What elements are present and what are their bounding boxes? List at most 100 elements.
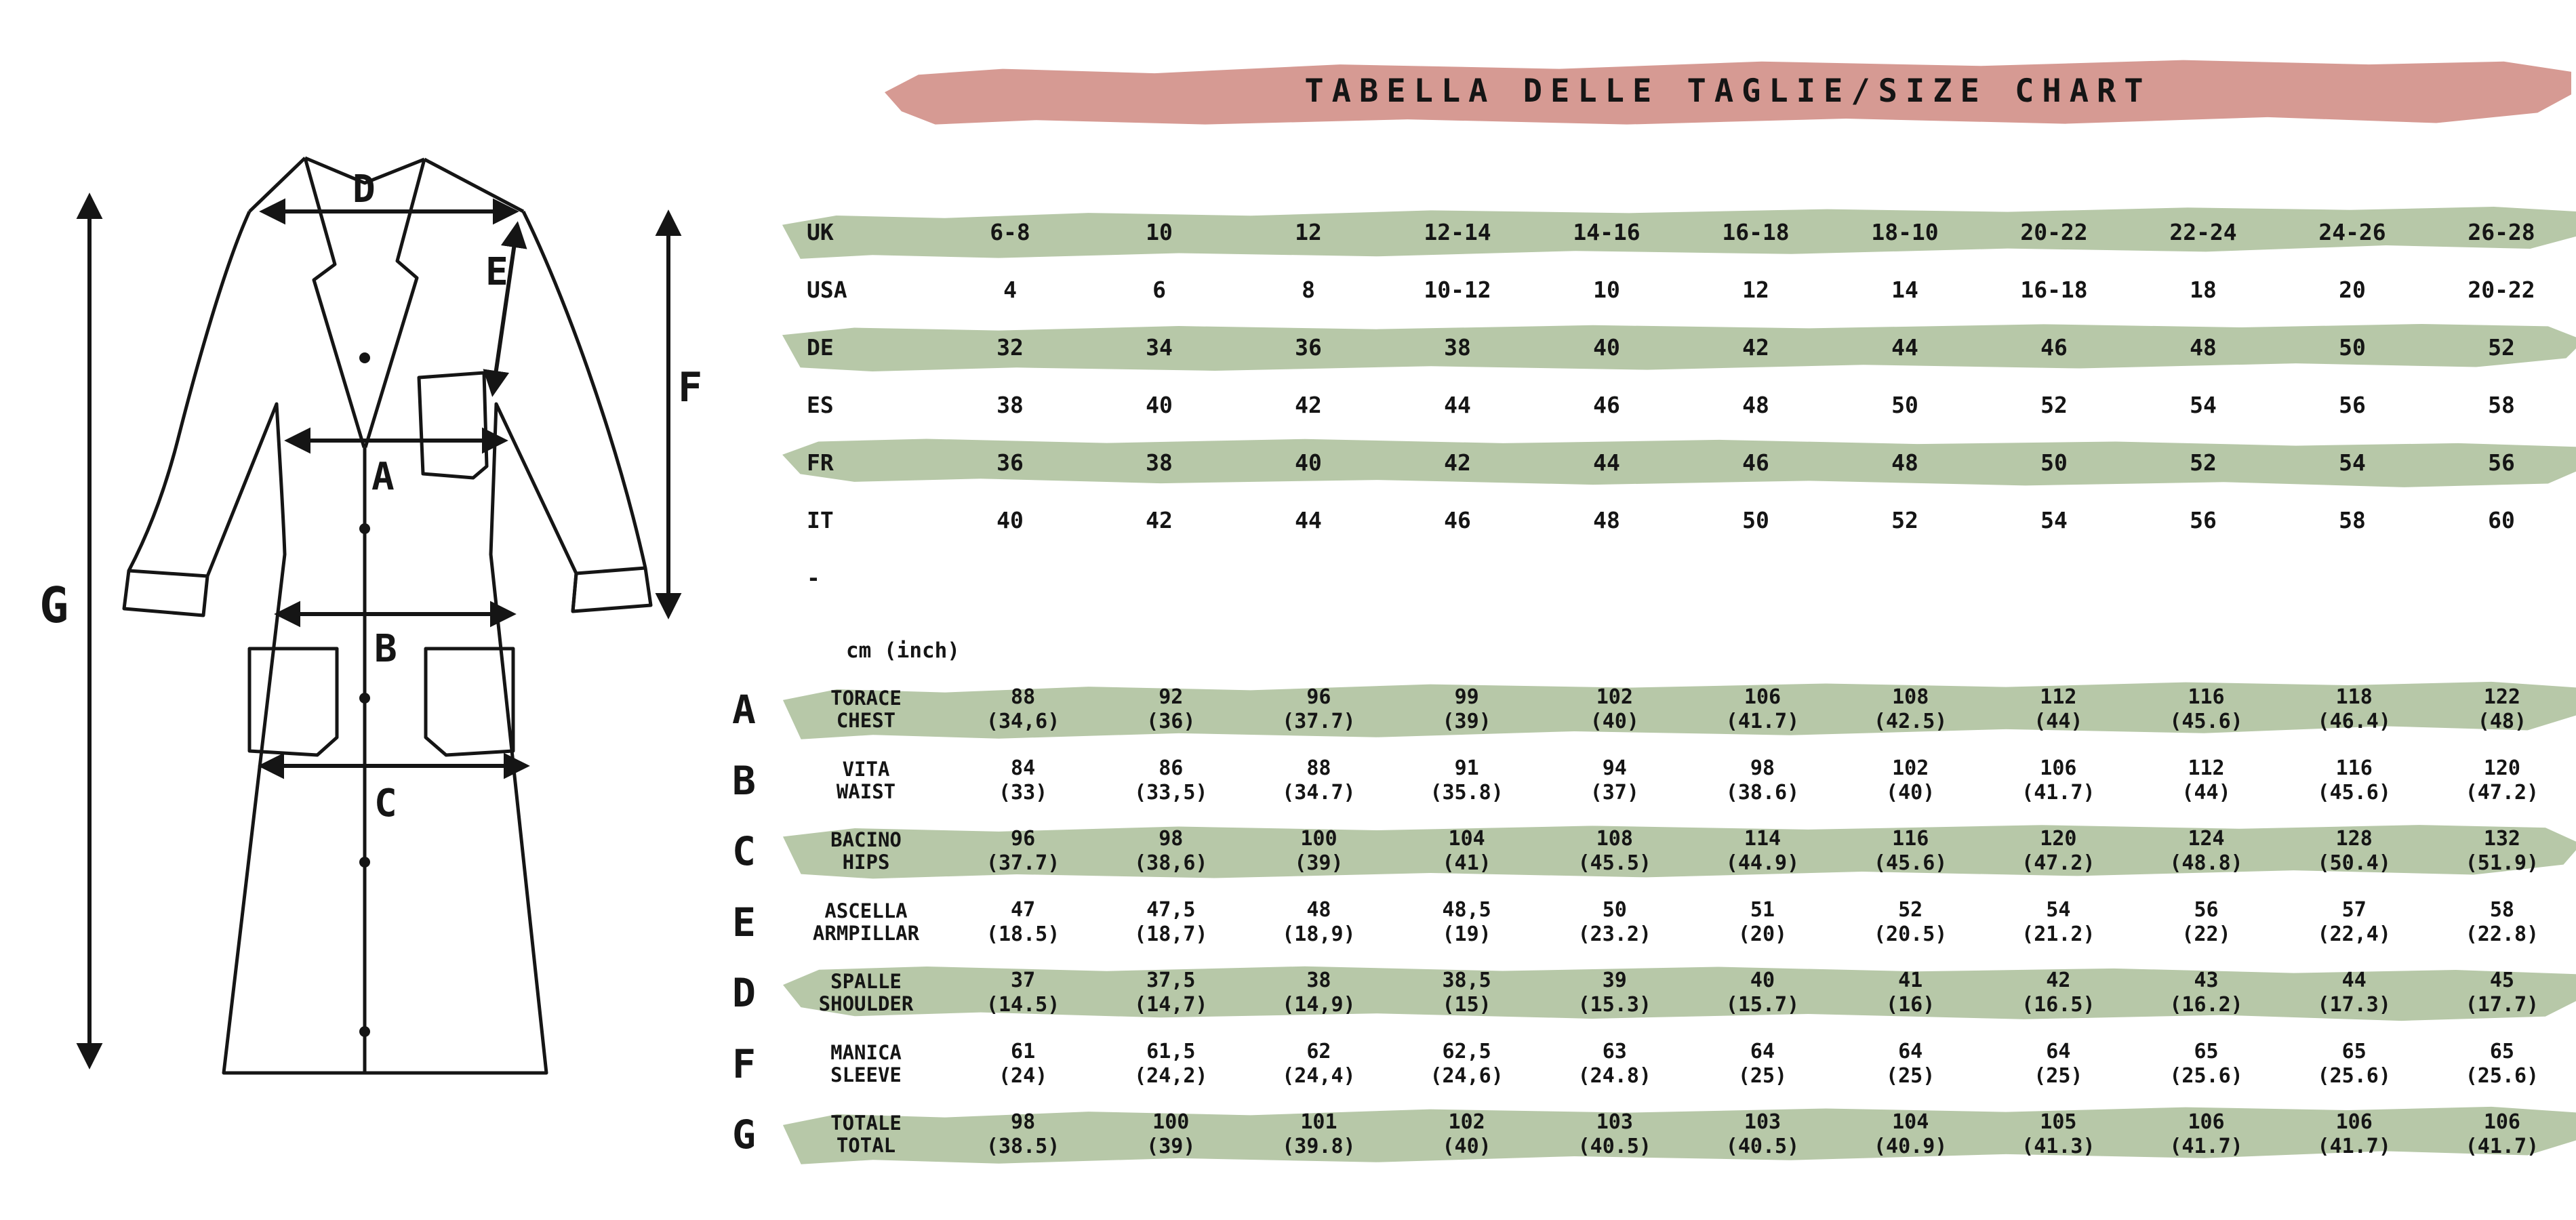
measure-cm-value: 108 [1892,685,1929,710]
measure-cell: 98 (38.5) [949,1110,1097,1159]
measure-cm-value: 104 [1892,1110,1929,1135]
size-region-code: UK [807,219,834,245]
measure-inch-value: (25.6) [2317,1063,2391,1088]
diagram-label-B: B [374,627,397,671]
measure-cm-value: 52 [1898,897,1923,922]
measure-cell: 64 (25) [1689,1040,1836,1089]
measure-cell: 45 (17.7) [2428,969,2576,1017]
size-region-code: IT [807,507,834,533]
measure-cell: 91 (35.8) [1393,756,1541,805]
measure-cm-value: 65 [2341,1039,2367,1063]
measure-label-it: ASCELLA [824,899,908,922]
measure-label-en: HIPS [842,851,890,874]
measure-cell: 65 (25.6) [2428,1040,2576,1089]
measure-cell: 63 (24.8) [1541,1040,1689,1089]
measure-inch-value: (40.5) [1725,1135,1800,1159]
size-cell: 6-8 [990,219,1030,245]
measure-cell: 106 (41.7) [2132,1110,2280,1159]
measure-inch-value: (33,5) [1134,780,1208,805]
size-cell: 50 [1742,507,1769,533]
measure-label: ASCELLA ARMPILLAR [783,899,949,945]
measure-cm-value: 103 [1744,1110,1782,1135]
measure-inch-value: (44) [2034,710,2083,734]
size-region-code: FR [807,449,834,476]
size-region-code: USA [807,277,847,303]
measure-inch-value: (40) [1590,710,1639,734]
measure-inch-value: (44.9) [1725,851,1800,876]
measure-label: VITA WAIST [783,758,949,803]
size-cell: 32 [997,334,1024,361]
measure-cm-value: 65 [2489,1039,2514,1063]
size-cell: 42 [1146,507,1173,533]
size-cell: 38 [1444,334,1471,361]
measure-cm-value: 61 [1011,1039,1036,1063]
measure-cell: 102 (40) [1836,756,1984,805]
size-cell: 10 [1146,219,1173,245]
measure-inch-value: (50.4) [2317,851,2391,876]
measure-inch-value: (41.7) [2465,1135,2539,1159]
measure-cm-value: 56 [2194,897,2219,922]
measure-label-en: SLEEVE [830,1063,902,1086]
size-row-usa: USA 4 6 8 10-12 10 12 14 16-18 18 20 20-22 [780,261,2576,319]
measure-inch-value: (20) [1737,922,1788,946]
size-cell: 26-28 [2468,219,2535,245]
measure-cell: 104 (40.9) [1836,1110,1984,1159]
size-cell: 16-18 [2020,277,2088,303]
measure-cm-value: 65 [2194,1039,2219,1063]
measure-cell: 122 (48) [2428,685,2576,734]
measure-cm-value: 96 [1011,827,1036,851]
measure-cm-value: 98 [1159,827,1184,851]
measure-cm-value: 103 [1596,1110,1633,1135]
measure-inch-value: (39.8) [1282,1135,1356,1159]
measure-cm-value: 98 [1750,756,1775,780]
measure-letter: F [732,1040,756,1087]
measure-row-e: E ASCELLA ARMPILLAR 47 (18.5) 47,5 (18,7) 48 (18… [732,887,2576,958]
size-cell: 10-12 [1424,277,1491,303]
measure-cell: 101 (39.8) [1245,1110,1392,1159]
measure-cm-value: 38,5 [1442,969,1491,993]
measure-inch-value: (22,4) [2317,922,2391,946]
size-cell: 52 [2040,392,2068,418]
measure-inch-value: (41.7) [2317,1135,2391,1159]
measure-cell: 58 (22.8) [2428,898,2576,947]
measure-cm-value: 120 [2040,827,2077,851]
measure-inch-value: (18.5) [986,922,1060,946]
size-cell: 56 [2190,507,2217,533]
measure-inch-value: (38,6) [1134,851,1208,876]
measure-cm-value: 99 [1454,685,1479,710]
measure-inch-value: (14.5) [986,993,1060,1017]
diagram-label-C: C [374,781,397,826]
measure-cell: 98 (38,6) [1097,827,1245,876]
measure-cm-value: 116 [1892,827,1929,851]
measure-cm-value: 48,5 [1442,897,1491,922]
size-cell: 44 [1891,334,1918,361]
measure-cm-value: 50 [1602,897,1627,922]
measure-label: TORACE CHEST [783,687,949,732]
measure-cm-value: 105 [2040,1110,2077,1135]
measure-inch-value: (15.3) [1577,993,1651,1017]
measure-cm-value: 94 [1602,756,1627,780]
measure-row-g: G TOTALE TOTAL 98 (38.5) 100 (39) 101 (39.8) 102(… [732,1099,2576,1171]
measure-letter: G [732,1112,756,1158]
measure-inch-value: (40.5) [1577,1135,1651,1159]
measure-inch-value: (39) [1442,710,1491,734]
size-cell: 12 [1295,219,1322,245]
measure-cell: 43 (16.2) [2132,969,2280,1017]
measure-cm-value: 40 [1750,969,1775,993]
size-cell: 52 [2488,334,2515,361]
measure-cm-value: 38 [1306,969,1331,993]
measure-inch-value: (24,4) [1282,1063,1356,1088]
measure-cm-value: 64 [1750,1039,1775,1063]
measure-inch-value: (22.8) [2465,922,2539,946]
measure-inch-value: (19) [1442,922,1491,946]
measure-cm-value: 132 [2483,827,2520,851]
size-cell: 46 [1742,449,1769,476]
measure-row-d: D SPALLE SHOULDER 37 (14.5) 37,5 (14,7) 38 (14,9… [732,958,2576,1029]
measure-cm-value: 57 [2341,897,2367,922]
measure-cell: 114 (44.9) [1689,827,1836,876]
size-region-code: ES [807,392,834,418]
measure-cm-value: 61,5 [1146,1039,1196,1063]
arrow-E-armpit [483,221,527,397]
size-cell: 54 [2339,449,2366,476]
measure-cm-value: 64 [2046,1039,2071,1063]
